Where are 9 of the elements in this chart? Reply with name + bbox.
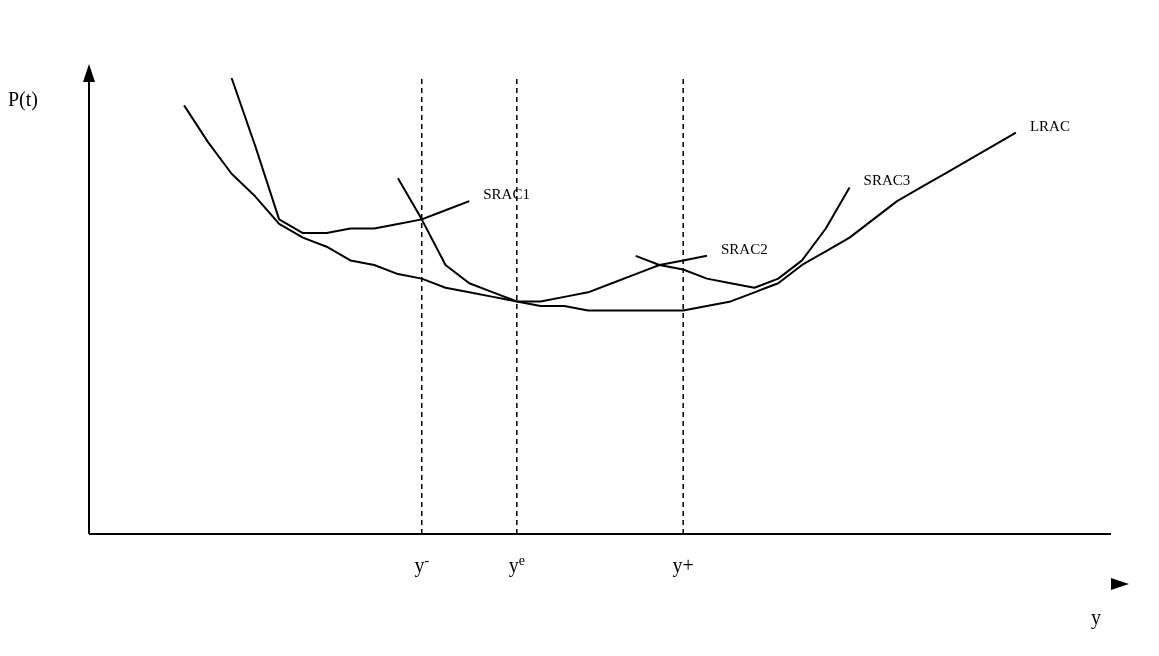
series-label: SRAC1 [483,186,530,203]
x-tick-label: y+ [672,554,694,577]
series-label: LRAC [1029,117,1070,134]
series-label: SRAC2 [720,240,768,257]
x-tick-label: y$^{e}$ [508,552,525,577]
x-axis-title: y [1091,606,1101,629]
y-axis-title: P(t) [8,88,38,111]
x-tick-label: y$^{-}$ [414,552,430,577]
series-label: SRAC3 [863,172,911,189]
